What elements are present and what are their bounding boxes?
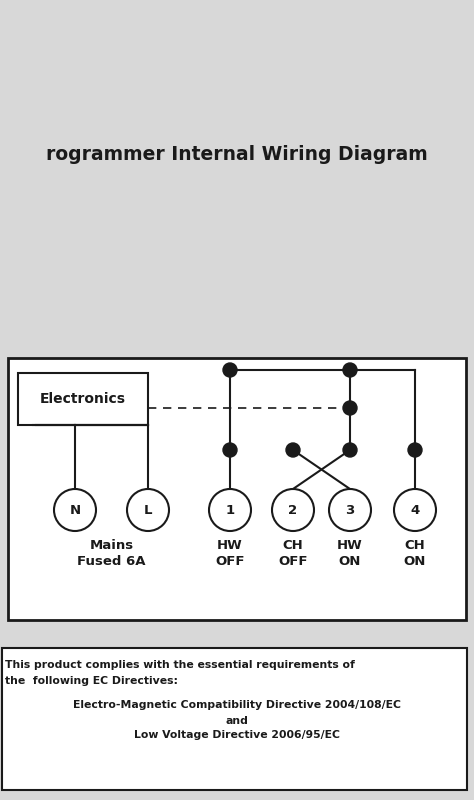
Text: Mains
Fused 6A: Mains Fused 6A <box>77 539 146 568</box>
Bar <box>18 373 148 425</box>
Text: rogrammer Internal Wiring Diagram: rogrammer Internal Wiring Diagram <box>46 146 428 165</box>
Circle shape <box>54 489 96 531</box>
Circle shape <box>329 489 371 531</box>
Text: Low Voltage Directive 2006/95/EC: Low Voltage Directive 2006/95/EC <box>134 730 340 740</box>
Circle shape <box>343 401 357 415</box>
Text: Electro-Magnetic Compatibility Directive 2004/108/EC: Electro-Magnetic Compatibility Directive… <box>73 700 401 710</box>
Text: CH
OFF: CH OFF <box>278 539 308 568</box>
Text: CH
ON: CH ON <box>404 539 426 568</box>
Circle shape <box>343 363 357 377</box>
Text: N: N <box>69 503 81 517</box>
Circle shape <box>286 443 300 457</box>
Text: the  following EC Directives:: the following EC Directives: <box>5 676 178 686</box>
Text: 2: 2 <box>289 503 298 517</box>
Circle shape <box>223 363 237 377</box>
Text: This product complies with the essential requirements of: This product complies with the essential… <box>5 660 355 670</box>
Circle shape <box>343 443 357 457</box>
Circle shape <box>408 443 422 457</box>
Circle shape <box>272 489 314 531</box>
Text: Electronics: Electronics <box>40 392 126 406</box>
Circle shape <box>394 489 436 531</box>
Circle shape <box>223 443 237 457</box>
Text: L: L <box>144 503 152 517</box>
Text: 4: 4 <box>410 503 419 517</box>
Circle shape <box>127 489 169 531</box>
Bar <box>2 648 467 790</box>
Bar <box>8 358 466 620</box>
Text: HW
ON: HW ON <box>337 539 363 568</box>
Text: 3: 3 <box>346 503 355 517</box>
Circle shape <box>209 489 251 531</box>
Text: and: and <box>226 716 248 726</box>
Text: 1: 1 <box>226 503 235 517</box>
Text: HW
OFF: HW OFF <box>215 539 245 568</box>
